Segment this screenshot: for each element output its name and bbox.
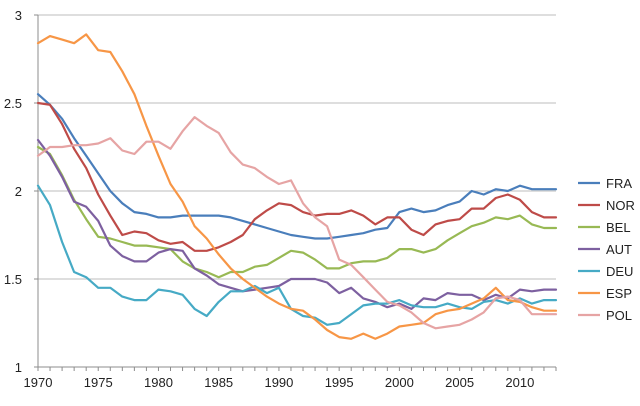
x-tick-label: 1980 bbox=[144, 375, 173, 390]
axes bbox=[34, 14, 557, 371]
legend-item-aut: AUT bbox=[578, 242, 632, 257]
y-tick-label: 1 bbox=[15, 360, 22, 375]
legend-label: AUT bbox=[606, 242, 632, 257]
series-line-aut bbox=[36, 138, 558, 310]
series-lines bbox=[36, 33, 558, 340]
x-tick-label: 2005 bbox=[445, 375, 474, 390]
legend-label: ESP bbox=[606, 286, 632, 301]
series-line-bel bbox=[36, 145, 558, 279]
series-line-pol bbox=[36, 115, 558, 330]
y-tick-labels: 1 1.5 2 2.5 3 bbox=[4, 8, 22, 375]
legend-label: BEL bbox=[606, 220, 631, 235]
series-line-deu bbox=[36, 184, 558, 326]
x-tick-labels: 1970 1975 1980 1985 1990 1995 2000 2005 2010 bbox=[24, 375, 535, 390]
y-tick-label: 2.5 bbox=[4, 96, 22, 111]
y-tick-label: 3 bbox=[15, 8, 22, 23]
legend-item-deu: DEU bbox=[578, 264, 633, 279]
legend-item-pol: POL bbox=[578, 308, 632, 323]
series-line-nor bbox=[36, 101, 558, 252]
legend-label: POL bbox=[606, 308, 632, 323]
legend-label: NOR bbox=[606, 198, 635, 213]
legend-label: DEU bbox=[606, 264, 633, 279]
legend: FRA NOR BEL AUT DEU ESP POL bbox=[578, 176, 635, 323]
legend-item-bel: BEL bbox=[578, 220, 631, 235]
legend-label: FRA bbox=[606, 176, 632, 191]
legend-item-fra: FRA bbox=[578, 176, 632, 191]
y-tick-label: 1.5 bbox=[4, 272, 22, 287]
x-tick-label: 2000 bbox=[385, 375, 414, 390]
x-tick-label: 1995 bbox=[325, 375, 354, 390]
series-line-esp bbox=[36, 33, 558, 340]
x-tick-label: 2010 bbox=[505, 375, 534, 390]
legend-item-esp: ESP bbox=[578, 286, 632, 301]
x-tick-label: 1970 bbox=[24, 375, 53, 390]
x-tick-label: 1975 bbox=[84, 375, 113, 390]
series-line-fra bbox=[36, 93, 558, 240]
x-tick-label: 1990 bbox=[264, 375, 293, 390]
y-tick-label: 2 bbox=[15, 184, 22, 199]
x-tick-label: 1985 bbox=[204, 375, 233, 390]
legend-item-nor: NOR bbox=[578, 198, 635, 213]
